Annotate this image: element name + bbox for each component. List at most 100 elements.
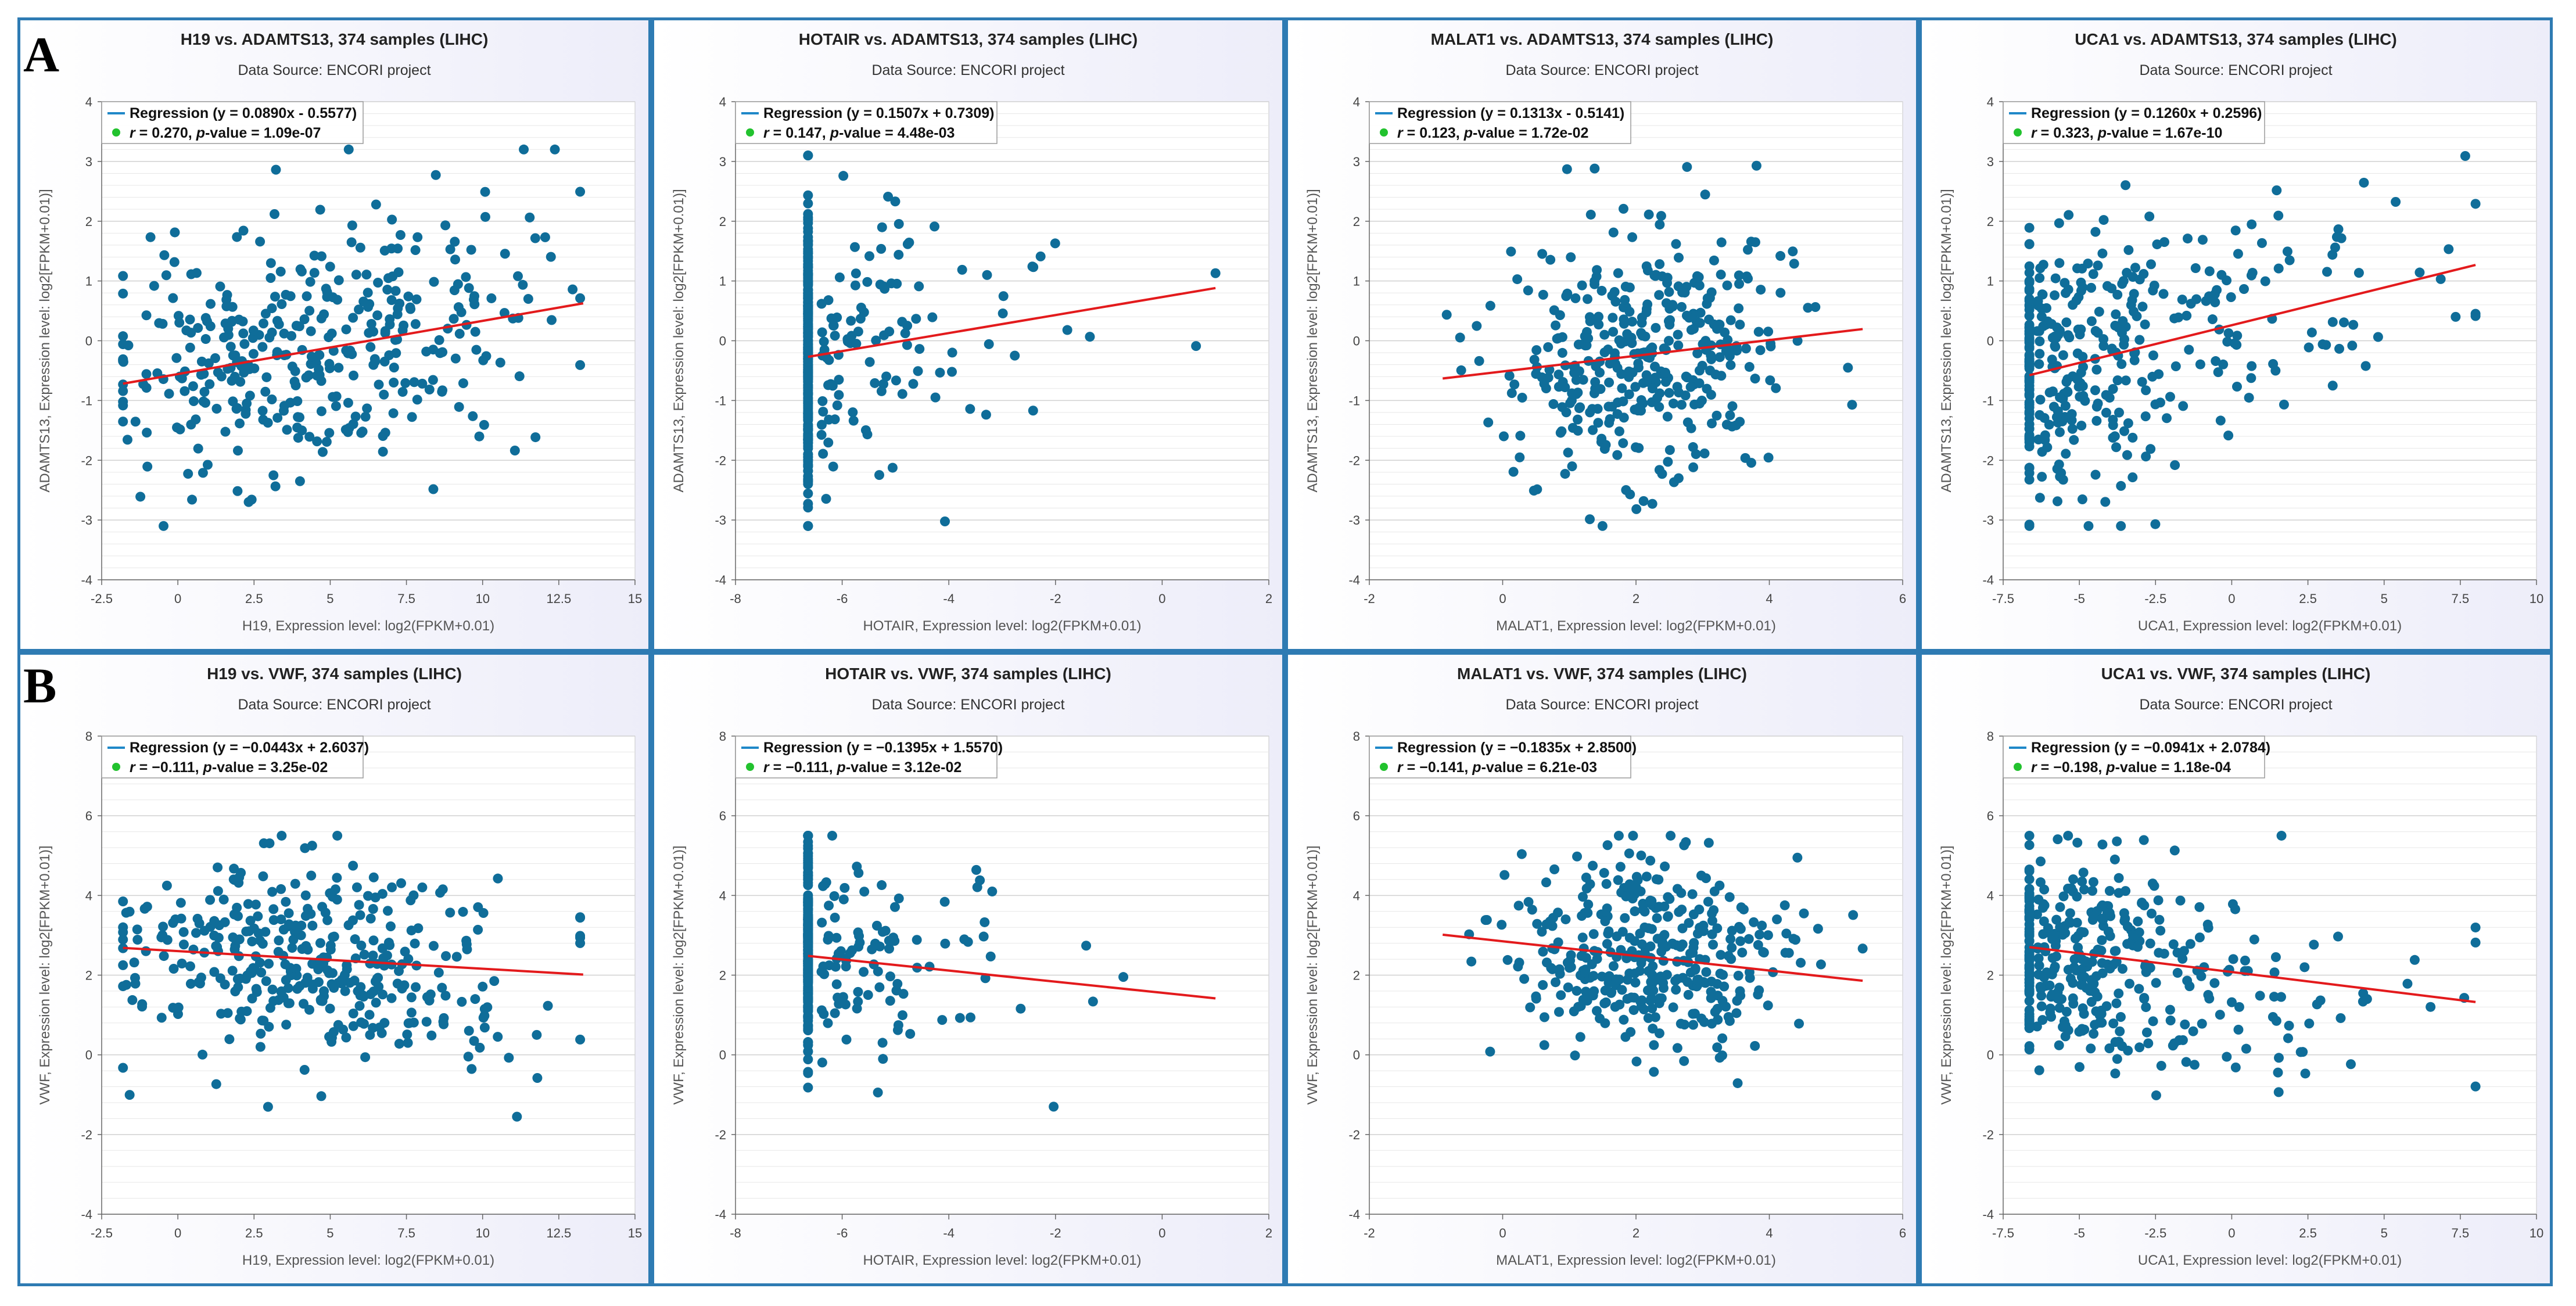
data-point [947,347,957,358]
data-point [306,359,316,369]
data-point [803,408,813,419]
data-point [2204,993,2215,1004]
data-point [1554,369,1564,380]
data-point [1710,1007,1720,1017]
data-point [871,920,882,931]
data-point [897,1010,907,1020]
data-point [2238,284,2249,295]
data-point [1539,1012,1549,1022]
data-point [1622,974,1633,985]
data-point [1765,375,1775,386]
data-point [296,266,307,277]
data-point [1788,246,1798,257]
data-point [1731,1008,1742,1018]
data-point [1763,453,1774,463]
data-point [575,1034,586,1045]
data-point [2269,967,2280,978]
data-point [803,976,813,986]
data-point [2098,215,2109,225]
data-point [2154,914,2165,925]
data-point [409,377,419,388]
data-point [2073,324,2083,335]
data-point [241,974,251,984]
data-point [889,936,900,946]
data-point [142,428,152,438]
x-tick-label: 7.5 [2452,591,2470,606]
data-point [2024,223,2035,233]
data-point [397,984,407,994]
data-point [351,882,362,892]
data-point [543,1000,553,1011]
data-point [1647,498,1657,509]
data-point [1191,341,1201,351]
data-point [864,357,875,367]
x-tick-label: -5 [2073,1226,2085,1240]
data-point [449,314,459,324]
data-point [376,1028,387,1038]
data-point [1512,274,1523,285]
data-point [271,164,281,175]
data-point [255,236,266,247]
data-point [188,381,198,392]
data-point [317,447,328,457]
data-point [940,938,950,949]
data-point [1735,936,1746,946]
data-point [817,1057,827,1068]
data-point [1627,317,1637,327]
legend-box [2003,101,2265,144]
data-point [300,978,311,988]
data-point [2060,278,2070,288]
panel-label-a: A [23,27,60,82]
data-point [830,331,840,341]
data-point [980,917,990,927]
x-tick-label: 10 [475,1226,489,1240]
data-point [2134,335,2145,345]
data-point [2103,926,2114,937]
data-point [1731,346,1742,356]
y-tick-label: -1 [81,393,92,408]
data-point [2080,956,2091,967]
data-point [2058,891,2069,902]
data-point [1626,992,1637,1003]
data-point [1627,338,1637,349]
data-point [2169,313,2180,324]
data-point [1690,964,1700,975]
y-axis-label: ADAMTS13, Expression level: log2[FPKM+0.… [1939,189,1954,492]
y-tick-label: -2 [1348,1128,1360,1142]
data-point [205,895,216,905]
data-point [122,435,132,445]
data-point [2112,375,2123,386]
data-point [2272,185,2282,196]
data-point [838,171,849,181]
data-point [2139,993,2150,1003]
data-point [1712,1042,1723,1053]
data-point [227,966,238,976]
data-point [2147,371,2158,382]
data-point [1028,406,1038,416]
x-axis-label: HOTAIR, Expression level: log2(FPKM+0.01… [863,618,1141,634]
data-point [1724,1016,1735,1026]
data-point [1556,990,1566,1000]
data-point [2300,1068,2310,1079]
data-point [819,345,830,355]
data-point [1596,285,1607,296]
data-point [924,961,935,972]
data-point [1645,995,1656,1006]
data-point [379,389,389,400]
data-point [1577,932,1588,943]
legend-regression-label: Regression (y = −0.1395x + 1.5570) [763,740,1003,756]
data-point [2115,1026,2125,1036]
data-point [892,278,902,289]
x-tick-label: 0 [1499,1226,1506,1240]
data-point [904,237,914,247]
data-point [294,321,304,332]
data-point [803,939,813,950]
data-point [379,245,390,256]
data-point [241,408,251,419]
data-point [1749,917,1759,927]
data-point [2070,933,2080,943]
data-point [2061,376,2072,387]
chart-malat1-adamts13: -4 -3 -2 -1 0 1 2 3 4 -2 0 2 4 6 MALAT1 vs. ADAMTS13, … [1285,17,1919,652]
data-point [2204,291,2214,302]
data-point [1698,926,1709,937]
